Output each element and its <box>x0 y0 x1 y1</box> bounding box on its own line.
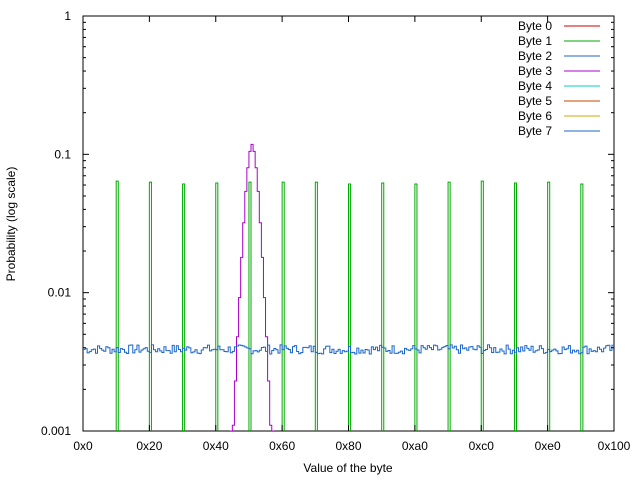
legend-label-byte-3: Byte 3 <box>518 64 552 78</box>
x-tick-label: 0x100 <box>598 439 631 453</box>
series-layer <box>83 143 614 431</box>
legend-label-byte-6: Byte 6 <box>518 109 552 123</box>
x-tick-label: 0x80 <box>335 439 361 453</box>
x-axis-label: Value of the byte <box>303 461 393 475</box>
ticks-layer: 0x0 0x20 0x40 0x60 0x80 0xa0 0xc0 0xe0 0x100 0.00… <box>41 9 631 453</box>
series-line-byte-3 <box>229 143 275 431</box>
x-tick-label: 0xa0 <box>402 439 428 453</box>
legend-label-byte-1: Byte 1 <box>518 34 552 48</box>
series-line-byte-1 <box>115 180 584 431</box>
legend-label-byte-2: Byte 2 <box>518 49 552 63</box>
x-tick-label: 0xe0 <box>535 439 561 453</box>
y-axis-label: Probability (log scale) <box>4 167 18 282</box>
legend-label-byte-5: Byte 5 <box>518 94 552 108</box>
y-tick-label: 0.1 <box>54 147 71 161</box>
x-tick-label: 0x60 <box>269 439 295 453</box>
x-tick-label: 0x0 <box>73 439 93 453</box>
legend-label-byte-0: Byte 0 <box>518 19 552 33</box>
series-group <box>83 143 614 431</box>
x-tick-label: 0xc0 <box>469 439 495 453</box>
y-tick-label: 0.01 <box>48 286 72 300</box>
legend-label-byte-7: Byte 7 <box>518 124 552 138</box>
x-tick-label: 0x20 <box>136 439 162 453</box>
legend-label-byte-4: Byte 4 <box>518 79 552 93</box>
x-tick-label: 0x40 <box>203 439 229 453</box>
y-tick-label: 1 <box>64 9 71 23</box>
series-line-byte-7 <box>83 344 614 355</box>
y-tick-label: 0.001 <box>41 424 71 438</box>
